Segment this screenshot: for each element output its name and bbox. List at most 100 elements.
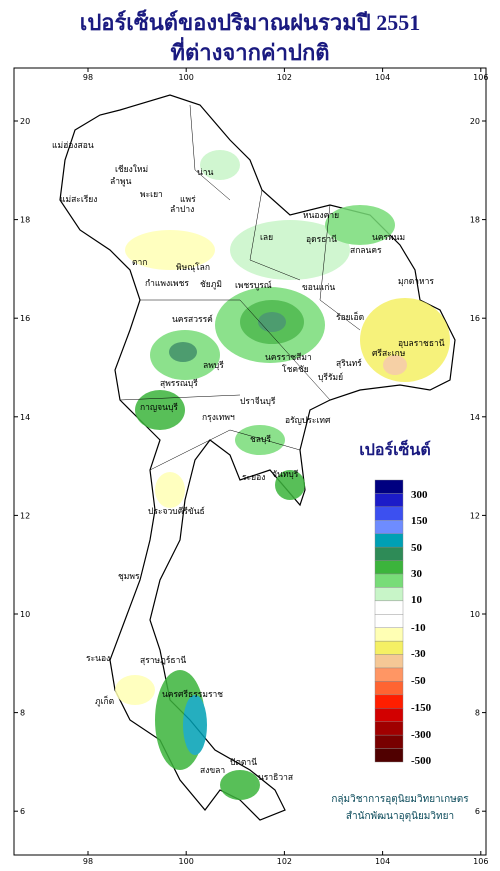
rain-field [115, 150, 450, 800]
province-label: ปัตตานี [230, 757, 257, 768]
lat-label: 8 [20, 709, 25, 718]
province-label: จันทบุรี [272, 469, 299, 480]
title-line: เปอร์เซ็นต์ของปริมาณฝนรวมปี 2551 [80, 8, 420, 35]
province-label: กาญจนบุรี [140, 402, 178, 413]
province-label: บุรีรัมย์ [318, 372, 343, 383]
lat-label: 18 [470, 216, 480, 225]
lat-label: 16 [20, 314, 30, 323]
province-label: สุราษฎร์ธานี [140, 655, 186, 666]
province-label: สุรินทร์ [336, 358, 362, 369]
legend-swatch [374, 681, 404, 696]
province-label: หนองคาย [303, 211, 339, 221]
lon-label: 106 [473, 73, 488, 82]
province-label: ร้อยเอ็ด [336, 311, 364, 323]
legend-label: 10 [411, 594, 423, 606]
legend-swatch [374, 573, 404, 588]
province-label: สงขลา [200, 766, 225, 776]
province-label: เชียงใหม่ [115, 164, 148, 175]
rain-area [169, 342, 197, 362]
lat-label: 12 [470, 511, 480, 520]
title-line: ที่ต่างจากค่าปกติ [170, 36, 329, 65]
legend-label: -50 [411, 675, 426, 687]
legend-label: 30 [411, 568, 423, 580]
lon-label: 100 [179, 73, 194, 82]
province-label: นครราชสีมา [265, 352, 312, 363]
lon-label: 104 [375, 73, 390, 82]
legend-label: -10 [411, 622, 426, 634]
lat-label: 8 [475, 709, 480, 718]
province-label: แม่สะเรียง [60, 194, 97, 205]
province-label: สุพรรณบุรี [160, 378, 198, 389]
lon-label: 106 [473, 857, 488, 866]
legend-label: -150 [411, 702, 432, 714]
rain-area [383, 355, 407, 375]
legend-label: 150 [411, 515, 428, 527]
rain-area [275, 470, 305, 500]
credit-line: สำนักพัฒนาอุตุนิยมวิทยา [346, 811, 454, 822]
lat-label: 6 [20, 807, 25, 816]
legend-swatch [374, 734, 404, 749]
province-label: น่าน [197, 168, 214, 178]
rain-area [183, 695, 207, 755]
legend-swatch [374, 587, 404, 602]
lat-label: 20 [20, 117, 30, 126]
province-label: ประจวบคีรีขันธ์ [148, 506, 205, 517]
lat-label: 18 [20, 216, 30, 225]
province-label: พิษณุโลก [176, 262, 210, 273]
province-label: เลย [260, 233, 273, 243]
rain-area [220, 770, 260, 800]
legend-swatch [374, 614, 404, 628]
province-label: นครสวรรค์ [172, 314, 213, 325]
province-label: นราธิวาส [258, 773, 294, 783]
legend-swatch [374, 533, 404, 548]
province-label: นครศรีธรรมราช [162, 689, 223, 700]
legend-swatch [374, 546, 404, 561]
province-label: เพชรบูรณ์ [235, 280, 272, 291]
rain-area [360, 298, 450, 382]
province-label: ชลบุรี [250, 434, 271, 445]
legend-swatch [374, 479, 404, 494]
province-label: ระยอง [242, 473, 265, 483]
province-label: ตาก [132, 258, 147, 268]
province-label: สกลนคร [350, 246, 382, 256]
legend-swatch [374, 748, 404, 763]
legend-label: -300 [411, 729, 432, 741]
rain-area [115, 675, 155, 705]
province-label: ลำปาง [170, 205, 194, 215]
legend-swatch [374, 640, 404, 655]
province-label: โชคชัย [282, 364, 309, 375]
province-label: อุบลราชธานี [398, 338, 445, 349]
rain-area [135, 390, 185, 430]
province-borders [119, 104, 361, 471]
province-label: ชุมพร [118, 572, 140, 582]
legend-swatch [374, 520, 404, 534]
province-label: นครพนม [372, 233, 405, 243]
rain-area [258, 312, 286, 332]
legend-swatch [374, 708, 404, 722]
legend-title: เปอร์เซ็นต์ [359, 438, 430, 459]
legend-swatch [374, 600, 404, 615]
rain-area [230, 220, 350, 280]
lat-label: 14 [20, 413, 30, 422]
legend-swatch [374, 721, 404, 736]
province-label: ภูเก็ต [95, 695, 114, 707]
lon-label: 98 [83, 73, 93, 82]
legend-swatch [374, 560, 404, 575]
lon-label: 102 [277, 73, 292, 82]
rain-area [155, 472, 185, 508]
legend-swatch [374, 694, 404, 709]
province-label: ระนอง [86, 654, 110, 664]
province-label: มุกดาหาร [398, 277, 434, 287]
legend-swatch [374, 627, 404, 642]
rain-area [235, 425, 285, 455]
lat-label: 10 [20, 610, 30, 619]
legend-swatch [374, 506, 404, 521]
lat-label: 20 [470, 117, 480, 126]
province-label: ขอนแก่น [302, 283, 335, 293]
legend-label: -500 [411, 755, 432, 767]
lon-label: 104 [375, 857, 390, 866]
province-label: ชัยภูมิ [200, 280, 222, 290]
legend-swatch [374, 667, 404, 682]
province-label: ลพบุรี [203, 360, 224, 371]
legend-label: 300 [411, 489, 428, 501]
